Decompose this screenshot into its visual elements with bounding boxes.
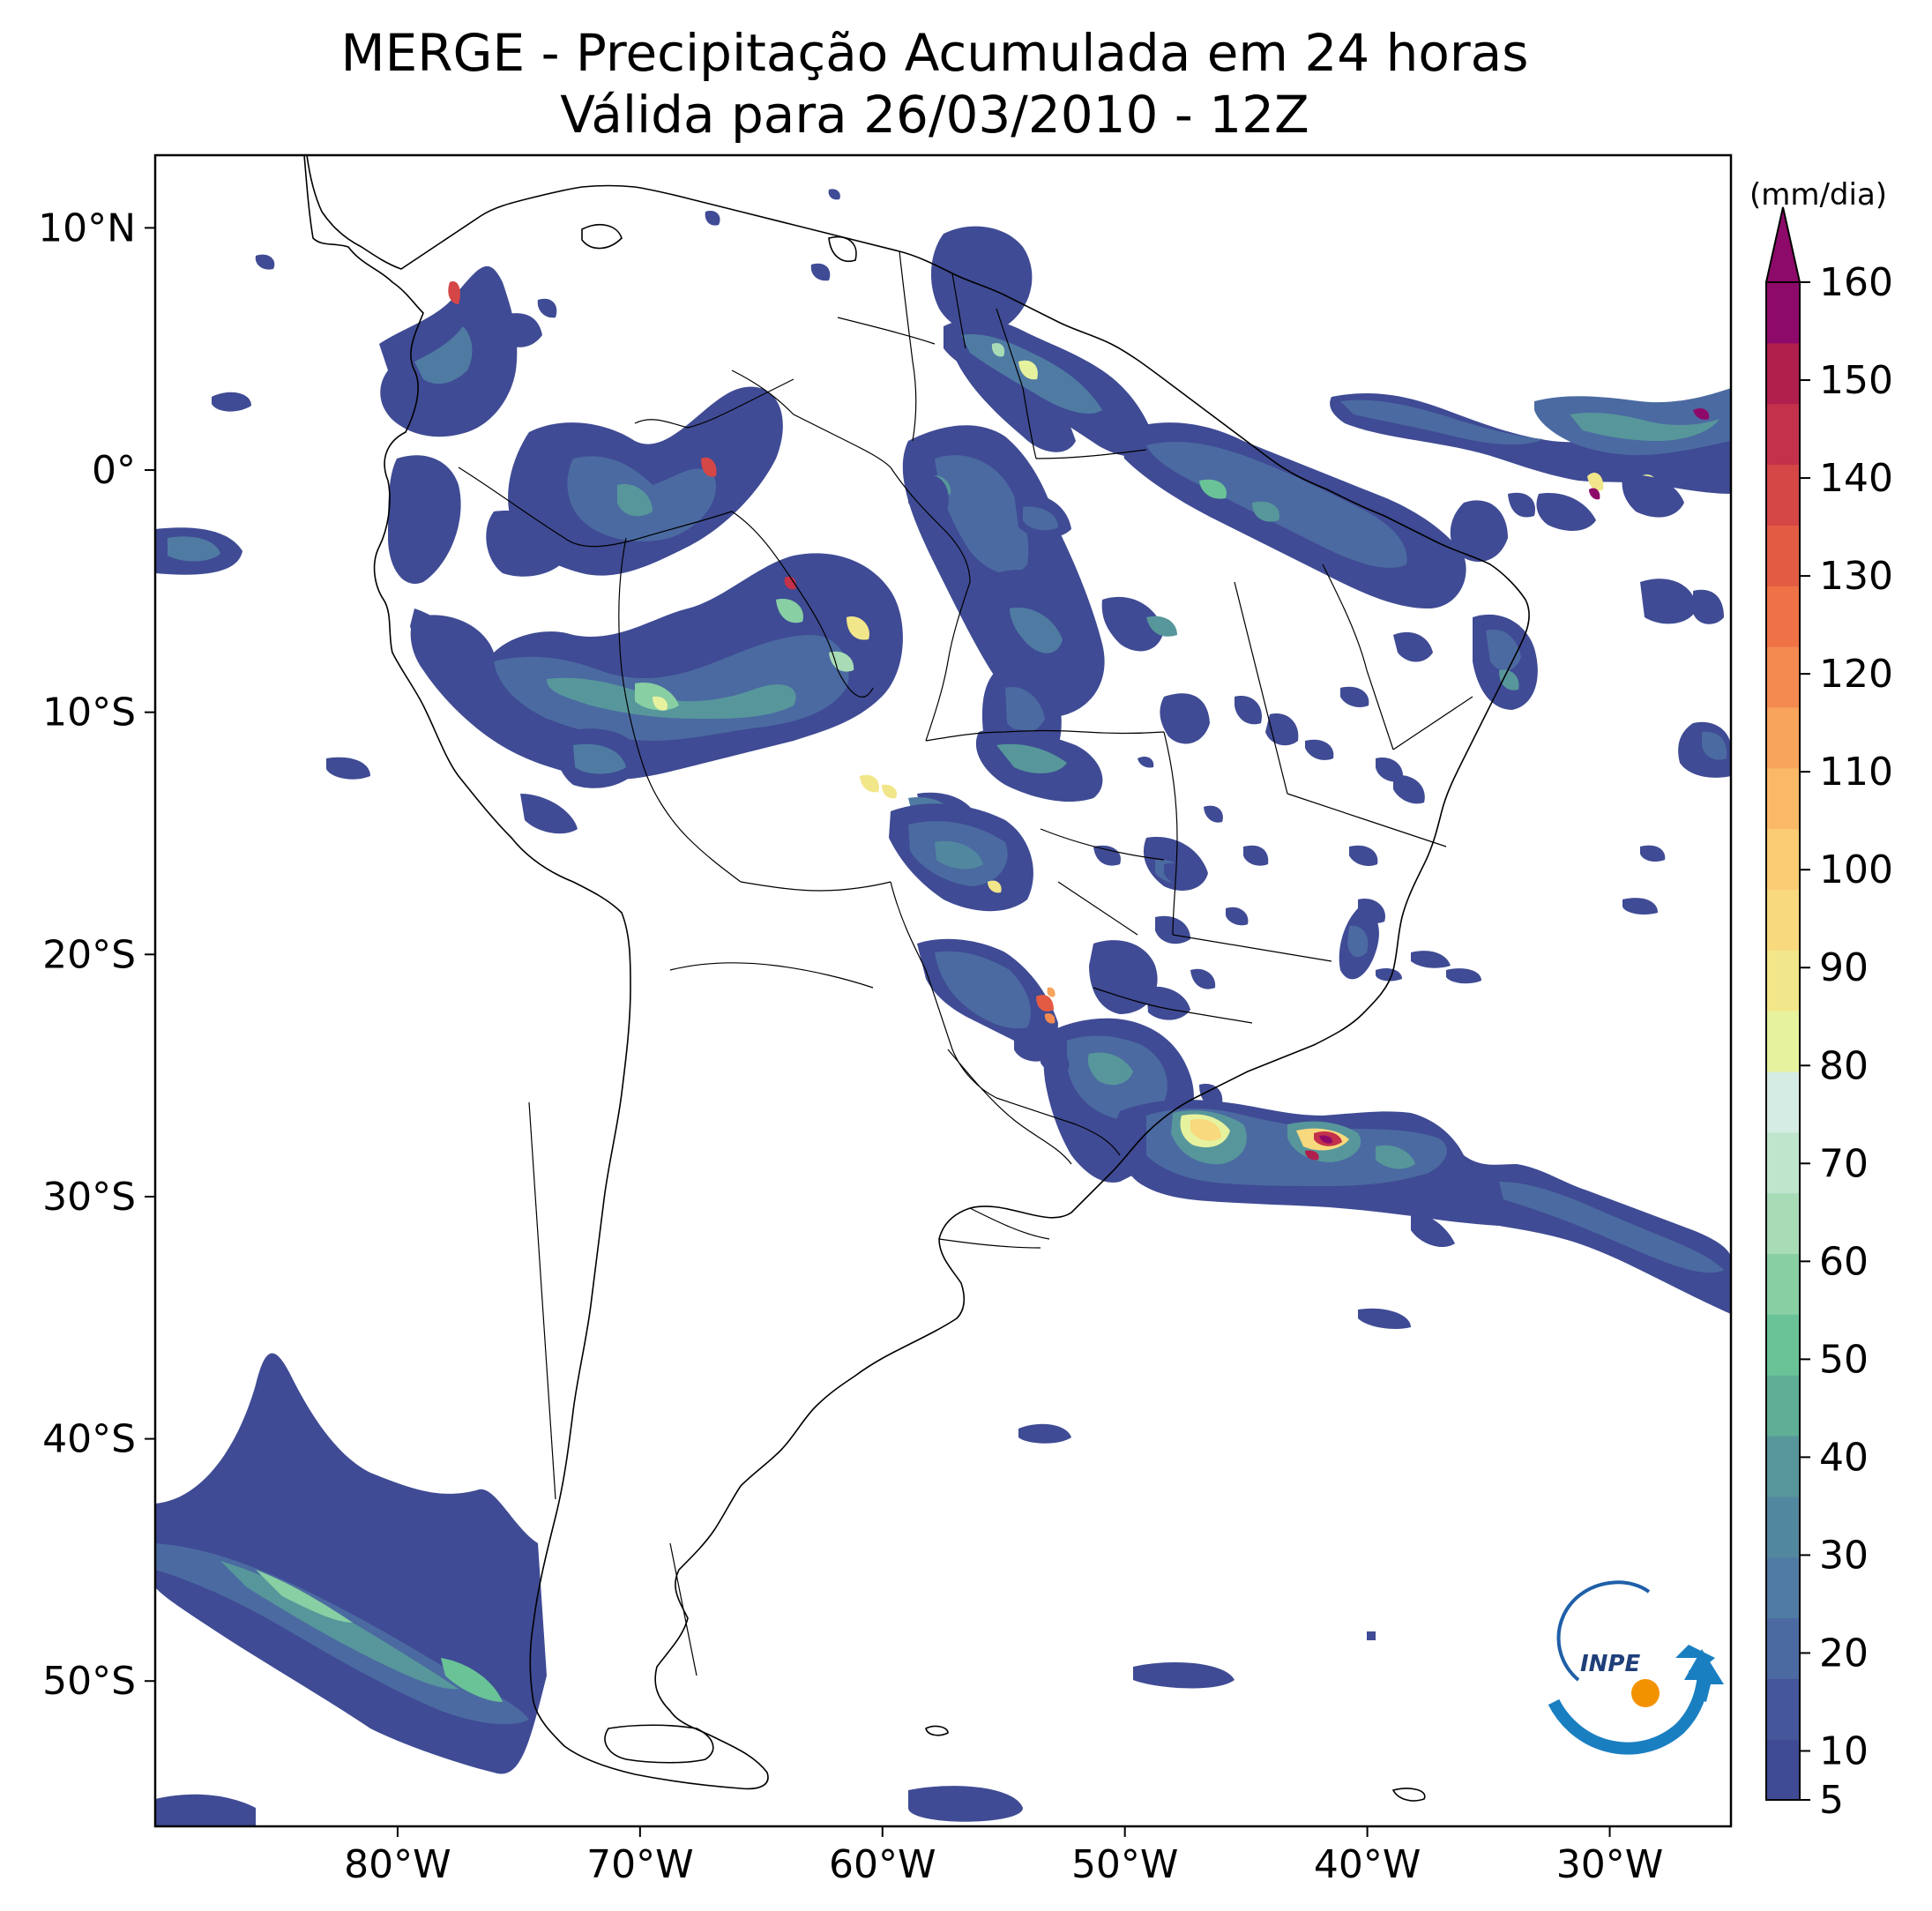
colorbar-tick-label: 160 [1819, 260, 1893, 305]
colorbar-tick-label: 50 [1819, 1337, 1869, 1382]
colorbar-tick-label: 90 [1819, 945, 1869, 990]
colorbar-tick-label: 110 [1819, 750, 1893, 795]
colorbar-segment [1766, 342, 1800, 405]
longitude-ticks: 80°W 70°W 60°W 50°W 40°W 30°W [344, 1826, 1663, 1887]
lon-tick-label: 50°W [1071, 1842, 1179, 1887]
colorbar-frame [1765, 281, 1801, 1801]
colorbar-extend-arrow [1764, 206, 1801, 283]
colorbar-segment [1766, 1739, 1800, 1801]
borders [458, 250, 1473, 1676]
colorbar-segment [1766, 282, 1800, 344]
colorbar-tick-label: 100 [1819, 847, 1893, 892]
colorbar-segment [1766, 1131, 1800, 1194]
colorbar-tick-label: 80 [1819, 1043, 1869, 1088]
colorbar-tick-label: 130 [1819, 554, 1893, 599]
lat-tick-label: 10°N [38, 205, 136, 250]
lon-tick-label: 80°W [344, 1842, 451, 1887]
colorbar-segment [1766, 1253, 1800, 1315]
inpe-logo-text: INPE [1580, 1651, 1640, 1677]
latitude-ticks: 10°N 0° 10°S 20°S 30°S 40°S 50°S [38, 205, 155, 1704]
colorbar-segment [1766, 464, 1800, 526]
map-subtitle: Válida para 26/03/2010 - 12Z [560, 85, 1309, 145]
colorbar-segment [1766, 586, 1800, 647]
colorbar-segment [1766, 767, 1800, 830]
lon-tick-label: 30°W [1556, 1842, 1664, 1887]
colorbar-tick-label: 10 [1819, 1728, 1869, 1773]
lat-tick-label: 50°S [42, 1659, 136, 1704]
map-title: MERGE - Precipitação Acumulada em 24 hor… [340, 23, 1529, 83]
lat-tick-label: 20°S [42, 932, 136, 977]
colorbar-segment [1766, 1375, 1800, 1437]
colorbar-tick-label: 70 [1819, 1141, 1869, 1186]
colorbar-tick-label: 20 [1819, 1631, 1869, 1676]
colorbar-segment [1766, 1314, 1800, 1376]
colorbar-segment [1766, 646, 1800, 708]
colorbar-segment [1766, 1496, 1800, 1558]
colorbar-unit-label: (mm/dia) [1749, 177, 1887, 213]
colorbar-segment [1766, 1435, 1800, 1497]
lat-tick-label: 0° [92, 448, 136, 493]
colorbar-tick-label: 60 [1819, 1239, 1869, 1284]
lat-tick-label: 40°S [42, 1417, 136, 1462]
colorbar-segment [1766, 1192, 1800, 1255]
colorbar-segment [1766, 1678, 1800, 1740]
colorbar-tick-label: 120 [1819, 652, 1893, 697]
lon-tick-label: 40°W [1314, 1842, 1421, 1887]
map-frame [153, 153, 1733, 1828]
colorbar-segment [1766, 889, 1800, 951]
colorbar-segment [1766, 950, 1800, 1011]
lat-tick-label: 10°S [42, 690, 136, 735]
colorbar-segment [1766, 706, 1800, 769]
colorbar-tick-label: 140 [1819, 456, 1893, 501]
lon-tick-label: 60°W [829, 1842, 936, 1887]
colorbar: 5 10 20 30 40 50 60 70 80 90 100 110 120 130 140 150 160 [1764, 206, 1893, 1823]
coastlines [303, 155, 1530, 1802]
colorbar-tick-label: 30 [1819, 1533, 1869, 1578]
colorbar-tick-label: 5 [1819, 1778, 1844, 1823]
colorbar-tick-label: 40 [1819, 1435, 1869, 1480]
precipitation-field [155, 189, 1731, 1826]
colorbar-segment [1766, 403, 1800, 466]
inpe-logo: INPE [1548, 1580, 1724, 1755]
colorbar-segment [1766, 525, 1800, 586]
colorbar-segment [1766, 1071, 1800, 1133]
colorbar-segment [1766, 1011, 1800, 1072]
colorbar-segment [1766, 828, 1800, 890]
lon-tick-label: 70°W [586, 1842, 694, 1887]
colorbar-tick-label: 150 [1819, 358, 1893, 403]
colorbar-segment [1766, 1617, 1800, 1679]
colorbar-segment [1766, 1556, 1800, 1619]
lat-tick-label: 30°S [42, 1175, 136, 1220]
